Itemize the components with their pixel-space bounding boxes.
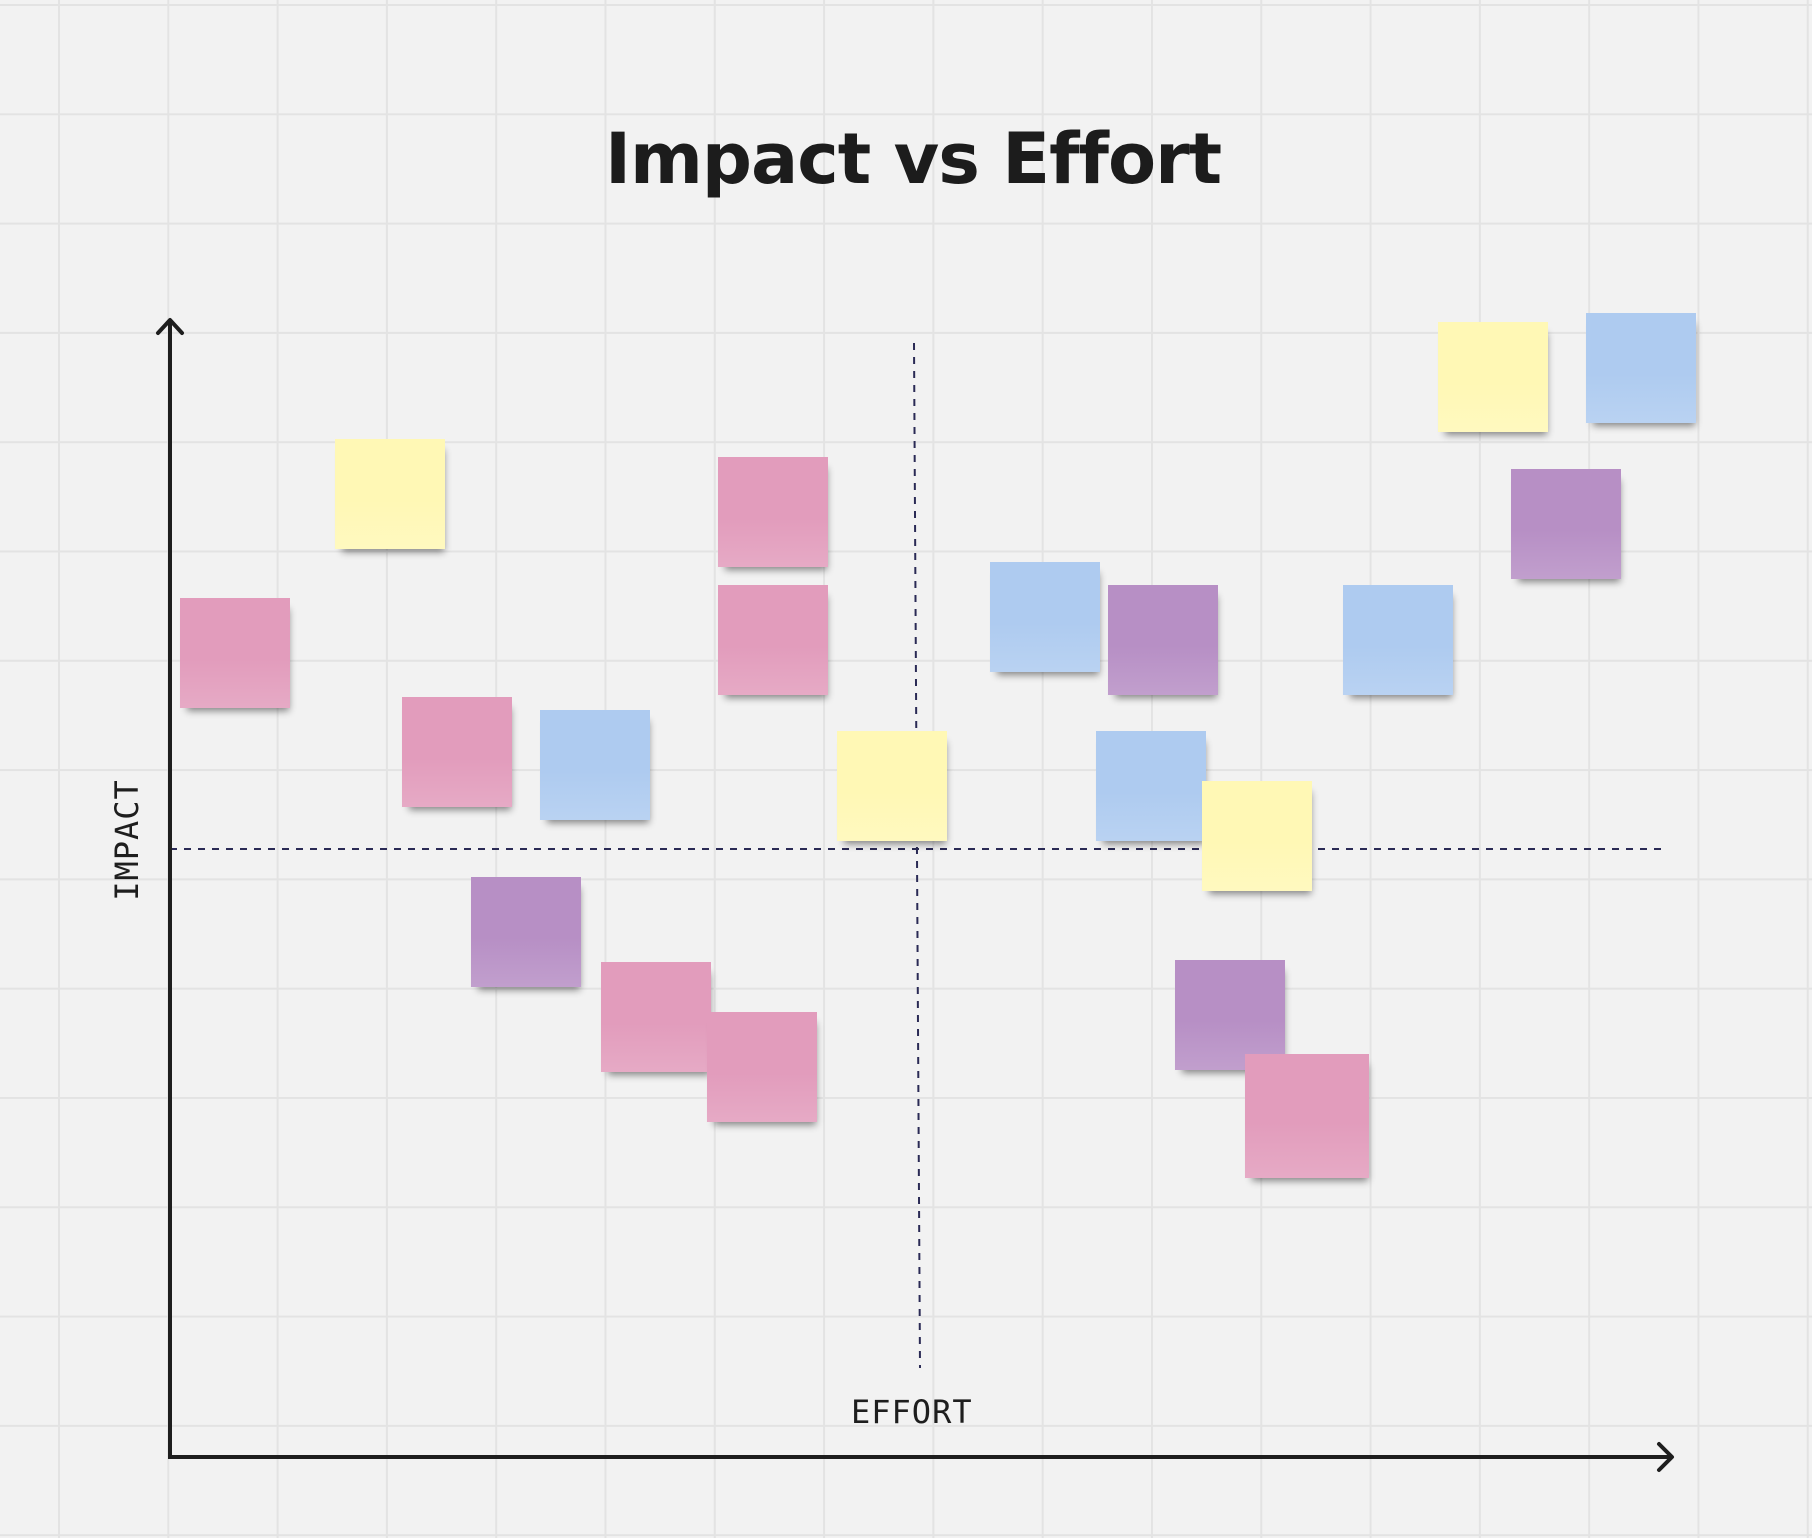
sticky-note-blue[interactable]: [1096, 731, 1206, 841]
sticky-note-yellow[interactable]: [837, 731, 947, 841]
y-axis-arrow-icon: [156, 318, 184, 335]
sticky-note-purple[interactable]: [471, 877, 581, 987]
sticky-note-pink[interactable]: [1245, 1054, 1369, 1178]
sticky-note-purple[interactable]: [1511, 469, 1621, 579]
sticky-note-pink[interactable]: [718, 585, 828, 695]
sticky-note-pink[interactable]: [180, 598, 290, 708]
sticky-note-yellow[interactable]: [1438, 322, 1548, 432]
sticky-note-blue[interactable]: [540, 710, 650, 820]
sticky-note-pink[interactable]: [707, 1012, 817, 1122]
x-axis-label: EFFORT: [851, 1393, 973, 1431]
sticky-note-pink[interactable]: [402, 697, 512, 807]
x-axis-arrow-icon: [1657, 1442, 1674, 1472]
sticky-note-purple[interactable]: [1175, 960, 1285, 1070]
sticky-note-blue[interactable]: [1586, 313, 1696, 423]
sticky-note-yellow[interactable]: [1202, 781, 1312, 891]
sticky-note-pink[interactable]: [718, 457, 828, 567]
sticky-note-blue[interactable]: [1343, 585, 1453, 695]
sticky-note-pink[interactable]: [601, 962, 711, 1072]
board-title[interactable]: Impact vs Effort: [604, 118, 1222, 200]
sticky-note-blue[interactable]: [990, 562, 1100, 672]
sticky-note-yellow[interactable]: [335, 439, 445, 549]
sticky-note-purple[interactable]: [1108, 585, 1218, 695]
y-axis-label: IMPACT: [108, 779, 146, 901]
vertical-divider: [913, 342, 921, 1369]
